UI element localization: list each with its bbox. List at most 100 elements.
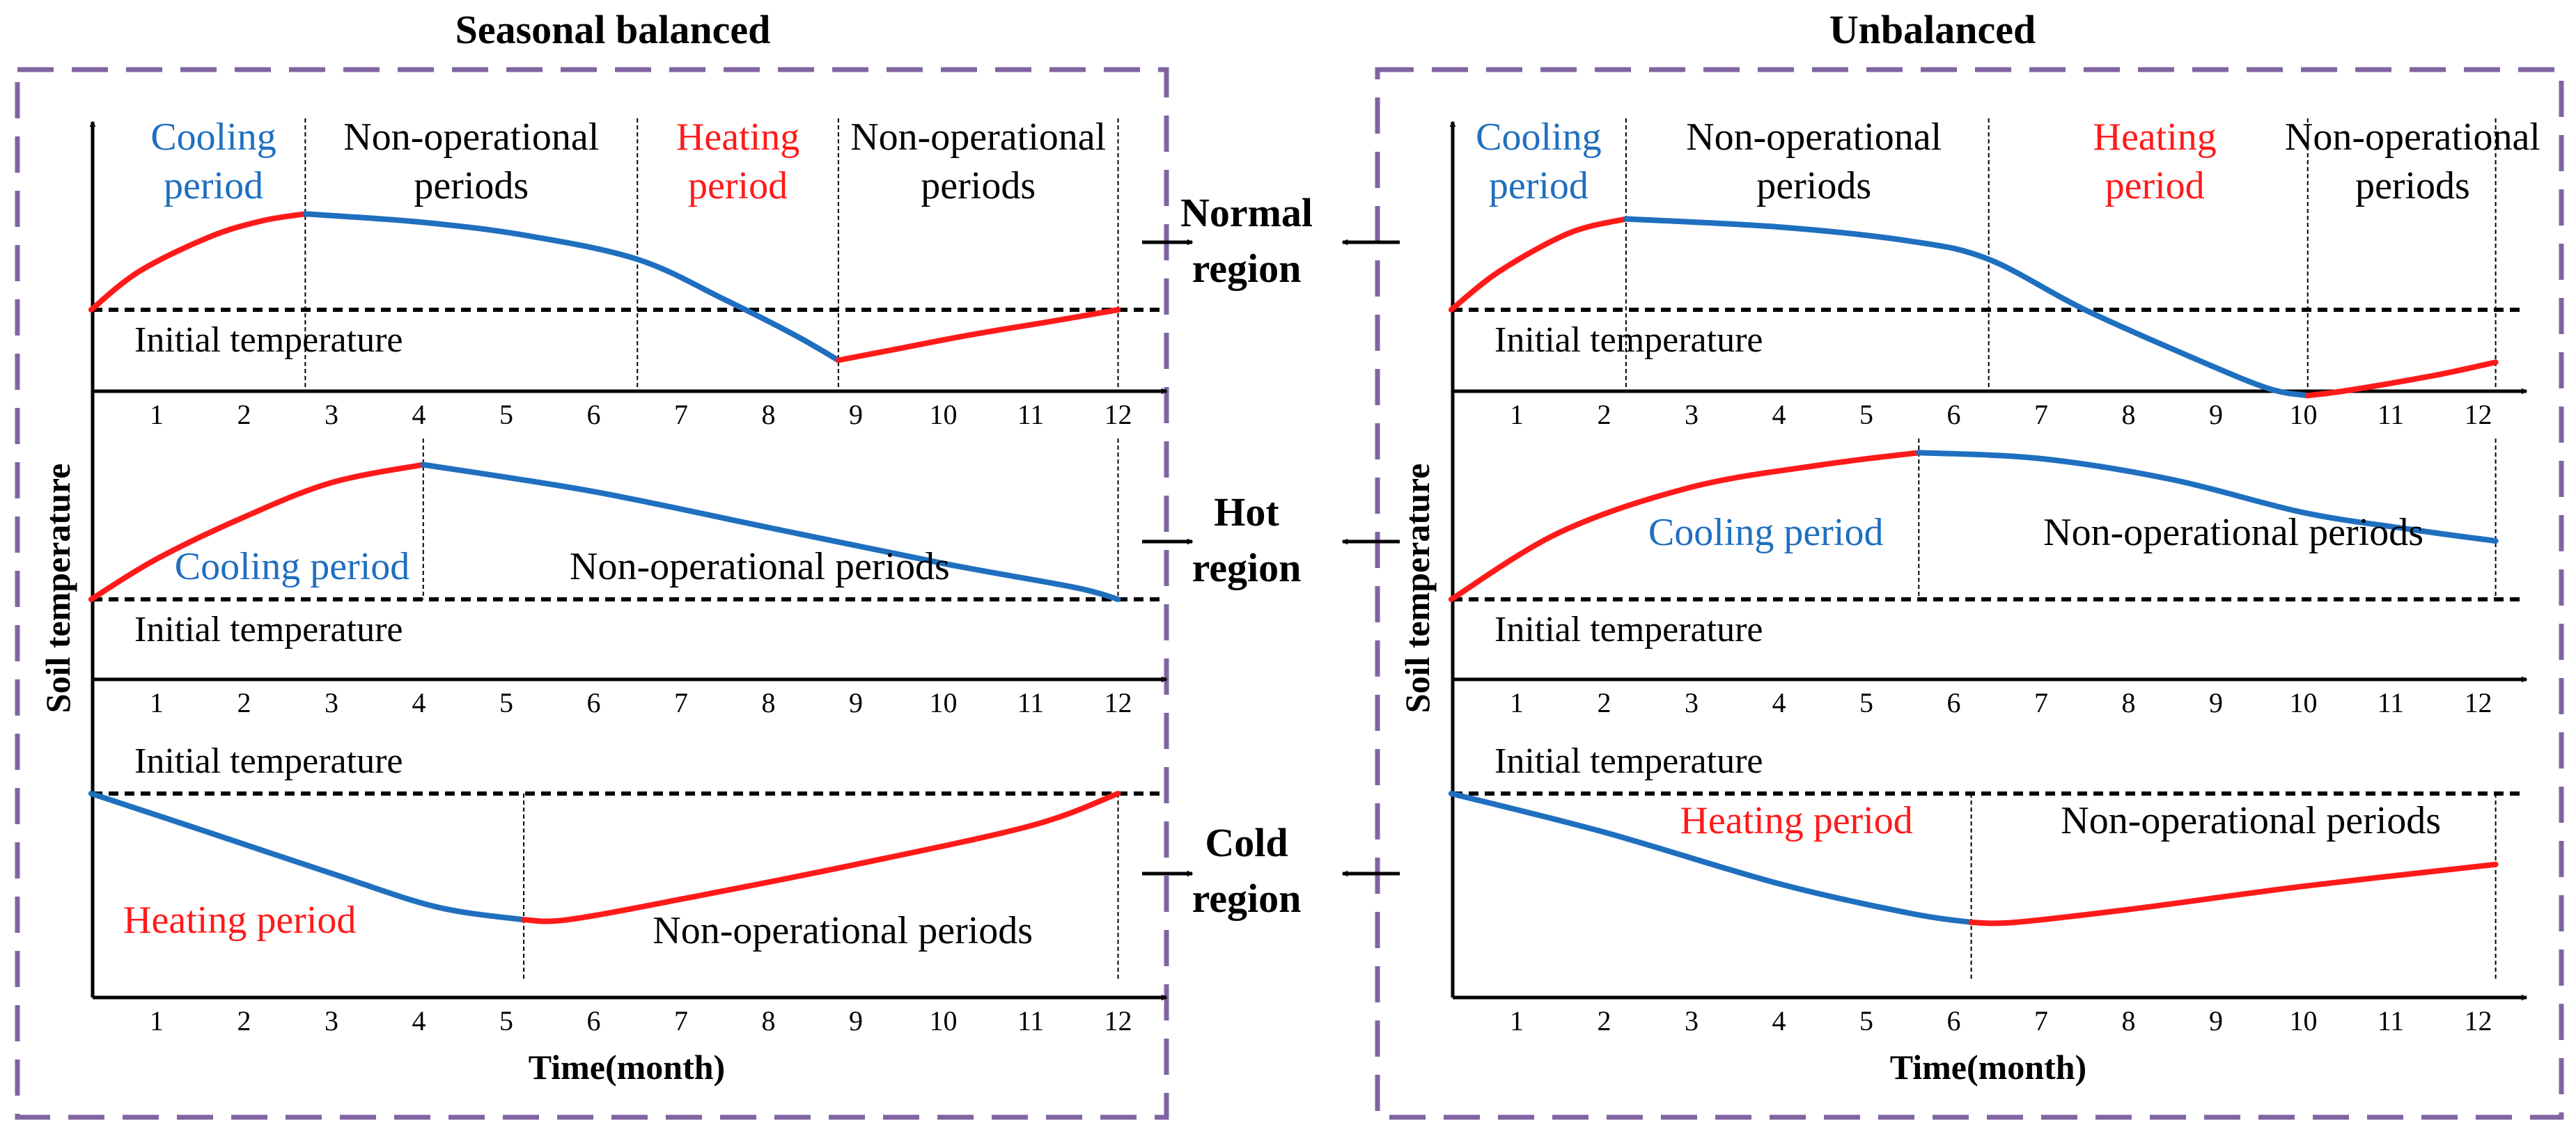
period-label: Cooling period (1648, 511, 1884, 554)
x-tick-label: 9 (849, 399, 863, 430)
temperature-curve-heating (2304, 359, 2499, 399)
x-tick-label: 6 (587, 1005, 601, 1036)
x-tick-label: 6 (1947, 1005, 1961, 1036)
temperature-curve-cooling (1623, 216, 2311, 399)
x-tick-label: 8 (2122, 1005, 2136, 1036)
x-tick-label: 9 (849, 687, 863, 718)
x-tick-label: 7 (2034, 1005, 2048, 1036)
x-tick-label: 11 (1017, 687, 1045, 718)
x-tick-label: 3 (325, 399, 338, 430)
x-tick-label: 8 (762, 687, 776, 718)
x-tick-label: 3 (1685, 399, 1699, 430)
x-tick-label: 2 (1598, 687, 1611, 718)
temperature-curve-cooling (420, 462, 1121, 602)
x-tick-label: 8 (762, 399, 776, 430)
x-tick-label: 11 (2378, 687, 2405, 718)
x-tick-label: 7 (2034, 687, 2048, 718)
x-tick-label: 4 (1772, 399, 1786, 430)
temperature-curve-heating (88, 211, 309, 313)
x-tick-label: 2 (237, 687, 251, 718)
initial-temperature-label: Initial temperature (134, 320, 403, 360)
right-panel-frame (1375, 67, 2564, 1120)
right-x-axis-label: Time(month) (1890, 1048, 2086, 1087)
x-tick-label: 5 (499, 1005, 513, 1036)
region-label-line: Normal (1180, 190, 1313, 235)
x-tick-label: 4 (412, 399, 426, 430)
left-y-axis-label: Soil temperature (38, 464, 77, 714)
x-tick-label: 1 (150, 399, 164, 430)
x-tick-label: 6 (587, 399, 601, 430)
period-label: Non-operational periods (2061, 799, 2441, 842)
region-label-line: Hot (1214, 489, 1279, 535)
period-label: periods (2355, 164, 2470, 207)
x-tick-label: 4 (1772, 687, 1786, 718)
initial-temperature-label: Initial temperature (1494, 320, 1763, 360)
period-label: period (1489, 164, 1588, 207)
x-tick-label: 9 (2209, 687, 2223, 718)
x-tick-label: 12 (2465, 399, 2492, 430)
temperature-curve-heating (521, 791, 1121, 924)
x-tick-label: 5 (1859, 1005, 1873, 1036)
region-label-line: region (1192, 876, 1302, 921)
x-tick-label: 1 (1510, 399, 1524, 430)
x-tick-label: 1 (150, 1005, 164, 1036)
region-label-normal: Normal region (1142, 190, 1400, 291)
temperature-curve-heating (1448, 450, 1922, 602)
period-label: Cooling (1476, 116, 1601, 159)
x-tick-label: 7 (674, 1005, 688, 1036)
x-tick-label: 8 (2122, 399, 2136, 430)
x-tick-label: 11 (2378, 399, 2405, 430)
x-tick-label: 5 (499, 399, 513, 430)
initial-temperature-label: Initial temperature (134, 610, 403, 649)
period-label: Cooling (150, 116, 276, 159)
period-label: period (688, 164, 788, 207)
period-label: Heating (2093, 116, 2217, 159)
x-tick-label: 1 (1510, 687, 1524, 718)
x-tick-label: 12 (1104, 687, 1132, 718)
x-tick-label: 2 (1598, 1005, 1611, 1036)
temperature-curve-cooling (1448, 791, 1974, 925)
x-tick-label: 1 (1510, 1005, 1524, 1036)
x-tick-label: 8 (2122, 687, 2136, 718)
x-tick-label: 9 (2209, 1005, 2223, 1036)
x-tick-label: 3 (325, 1005, 338, 1036)
right-y-axis-label: Soil temperature (1398, 464, 1437, 714)
x-tick-label: 3 (325, 687, 338, 718)
x-tick-label: 12 (1104, 1005, 1132, 1036)
period-label: Non-operational (1686, 116, 1942, 159)
temperature-curve-heating (1968, 861, 2499, 927)
period-label: periods (1756, 164, 1871, 207)
x-tick-label: 5 (1859, 687, 1873, 718)
x-tick-label: 9 (849, 1005, 863, 1036)
period-label: Non-operational periods (570, 545, 950, 588)
x-tick-label: 12 (2465, 687, 2492, 718)
x-tick-label: 2 (237, 1005, 251, 1036)
x-tick-label: 9 (2209, 399, 2223, 430)
x-tick-label: 8 (762, 1005, 776, 1036)
x-tick-label: 10 (930, 399, 958, 430)
x-tick-label: 6 (587, 687, 601, 718)
charts-layer: 1 2 3 4 5 6 7 8 9 10 11 121 2 3 4 5 6 7 8 9 10 11 121 2 3 4 5 6 7 8 9 1… (88, 116, 2540, 1036)
x-tick-label: 7 (2034, 399, 2048, 430)
period-label: Heating period (123, 899, 356, 942)
left-x-axis-label: Time(month) (529, 1048, 725, 1087)
x-tick-label: 12 (1104, 399, 1132, 430)
period-label: Non-operational (850, 116, 1106, 159)
x-tick-label: 6 (1947, 399, 1961, 430)
x-tick-label: 3 (1685, 1005, 1699, 1036)
x-tick-label: 5 (499, 687, 513, 718)
x-tick-label: 2 (237, 399, 251, 430)
period-label: Heating (676, 116, 799, 159)
region-label-hot: Hot region (1142, 489, 1400, 590)
left-panel-frame (15, 67, 1169, 1120)
x-tick-label: 7 (674, 687, 688, 718)
x-tick-label: 2 (1598, 399, 1611, 430)
x-tick-label: 4 (412, 687, 426, 718)
x-tick-label: 11 (1017, 399, 1045, 430)
x-tick-label: 7 (674, 399, 688, 430)
temperature-curve-cooling (88, 791, 527, 923)
region-label-line: region (1192, 246, 1302, 291)
x-tick-label: 6 (1947, 687, 1961, 718)
x-tick-label: 11 (1017, 1005, 1045, 1036)
period-label: Heating period (1680, 799, 1912, 842)
